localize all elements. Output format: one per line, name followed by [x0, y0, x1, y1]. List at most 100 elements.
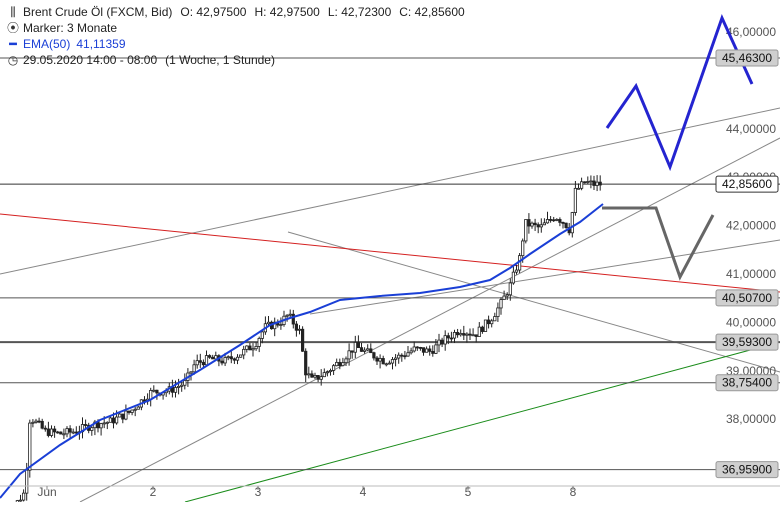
candle [524, 219, 528, 244]
candle [418, 346, 423, 351]
ema-line [0, 203, 604, 499]
trendline-lower [79, 137, 780, 503]
candle [18, 494, 23, 502]
candle [338, 358, 342, 370]
candle [452, 329, 457, 343]
candle [53, 425, 57, 438]
chart-legend: ⫼ Brent Crude Öl (FXCM, Bid) O: 42,97500… [6, 4, 465, 68]
level-price-label: 36,95900 [722, 463, 772, 477]
candle [474, 334, 478, 343]
candlestick-icon: ⫼ [10, 5, 16, 19]
candle [511, 265, 516, 285]
candle [34, 418, 38, 424]
candle [133, 406, 137, 417]
candle [449, 331, 454, 343]
candle [558, 217, 562, 227]
candle [325, 370, 330, 377]
candle [502, 290, 506, 301]
candle [598, 175, 602, 191]
candle [136, 405, 140, 410]
candle [99, 422, 103, 436]
candle [319, 369, 323, 386]
candle [307, 366, 311, 379]
candle [375, 355, 379, 365]
candle [583, 181, 587, 184]
candle [242, 345, 246, 360]
candle [251, 343, 255, 357]
x-tick-label: 4 [360, 485, 367, 499]
candle [195, 354, 199, 369]
candle [508, 278, 512, 301]
candle [455, 328, 460, 338]
candle [124, 404, 128, 421]
candle [573, 180, 578, 216]
green-trendline [184, 341, 780, 503]
candle [592, 175, 596, 190]
candle [313, 372, 317, 380]
candle [176, 378, 181, 395]
period: (1 Woche, 1 Stunde) [165, 53, 275, 67]
candle [552, 216, 556, 222]
candle [105, 421, 109, 430]
candle [80, 417, 85, 439]
x-tick-label: 8 [570, 485, 577, 499]
candle [586, 176, 590, 184]
candle [28, 419, 32, 478]
candle [245, 345, 249, 353]
candle [149, 387, 153, 407]
y-tick-label: 44,00000 [726, 122, 776, 136]
level-price-label: 40,50700 [722, 291, 772, 305]
date-range: 29.05.2020 14:00 - 08:00 [23, 53, 158, 67]
level-price-box [715, 333, 779, 351]
ohlc-close: C: 42,85600 [399, 5, 465, 19]
candle [527, 213, 531, 234]
candle [183, 373, 187, 390]
legend-period-row: ◷ 29.05.2020 14:00 - 08:00 (1 Woche, 1 S… [6, 52, 465, 68]
candle [344, 356, 348, 366]
candle [431, 345, 435, 357]
level-price-box [715, 175, 779, 193]
candle [127, 410, 131, 415]
legend-marker-row: ⦿ Marker: 3 Monate [6, 20, 465, 36]
candle [499, 297, 503, 315]
candle [549, 216, 553, 223]
candle [397, 352, 401, 364]
candle [62, 428, 66, 440]
candle [400, 353, 404, 362]
candle [378, 354, 382, 369]
level-price-label: 39,59300 [722, 335, 772, 349]
candle [356, 335, 361, 349]
candle [536, 222, 540, 234]
ohlc-low: L: 42,72300 [327, 5, 392, 19]
candle [304, 348, 308, 383]
candle [580, 177, 584, 191]
candle [539, 218, 543, 233]
marker-label: Marker: 3 Monate [23, 21, 118, 35]
candle [198, 353, 202, 368]
candle [428, 345, 432, 356]
candle [297, 325, 302, 335]
candle [390, 357, 395, 370]
trendline-upper [0, 107, 780, 275]
candle [465, 332, 469, 343]
candle [74, 426, 78, 435]
trendline-down [287, 231, 780, 373]
candle [273, 317, 277, 337]
level-price-label: 38,75400 [722, 376, 772, 390]
candle [403, 350, 407, 360]
candle [468, 328, 472, 341]
candle [542, 218, 547, 226]
candle [406, 346, 410, 357]
candle [412, 341, 416, 353]
candle [310, 370, 314, 378]
level-price-box [715, 374, 779, 392]
candle [37, 417, 41, 424]
candle [384, 362, 388, 367]
candle [369, 343, 373, 354]
level-price-box [715, 461, 779, 479]
candle [372, 351, 376, 361]
candle [46, 421, 51, 438]
candle [595, 175, 599, 192]
level-price-label: 42,85600 [722, 177, 772, 191]
candle [118, 412, 122, 418]
